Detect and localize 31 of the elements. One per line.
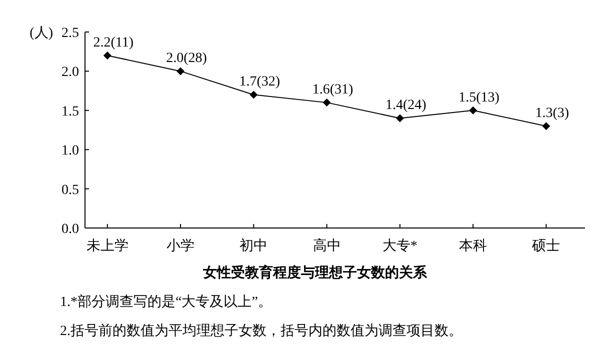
data-label: 1.4(24) xyxy=(386,98,427,114)
x-tick-label: 本科 xyxy=(459,238,488,254)
point xyxy=(396,114,404,122)
x-tick-label: 大专* xyxy=(382,238,418,254)
data-label: 1.5(13) xyxy=(458,90,500,106)
point xyxy=(176,67,185,76)
x-tick-label: 初中 xyxy=(240,238,268,254)
data-label: 2.2(11) xyxy=(93,36,134,51)
point xyxy=(250,90,258,99)
y-tick-label: 2.0 xyxy=(62,65,79,80)
x-tick-label: 高中 xyxy=(312,238,341,254)
y-tick-label: 1.0 xyxy=(62,144,79,159)
point xyxy=(469,106,478,114)
data-label: 1.6(31) xyxy=(312,82,354,98)
y-tick-label: 0.0 xyxy=(62,222,79,237)
text: 女性受教育程度与理想子女数的关系 xyxy=(202,264,428,281)
y-tick-label: 0.5 xyxy=(62,182,79,198)
text: 1.*部分调查写的是“大专及以上”。 xyxy=(60,294,272,310)
x-tick-label: 硕士 xyxy=(531,238,560,254)
text: 2.括号前的数值为平均理想子女数，括号内的数值为调查项目数。 xyxy=(60,323,462,339)
data-label: 1.7(32) xyxy=(239,74,280,90)
data-label: 1.3(3) xyxy=(535,106,570,122)
point xyxy=(103,52,112,60)
point xyxy=(542,122,550,130)
y-tick-label: 1.5 xyxy=(62,104,79,120)
x-tick-label: 未上学 xyxy=(86,238,128,254)
x-tick-label: 小学 xyxy=(166,238,195,254)
data-label: 2.0(28) xyxy=(166,51,208,66)
point xyxy=(322,98,331,107)
y-tick-label: 2.5 xyxy=(62,26,79,41)
y-axis-title: (人) xyxy=(30,25,54,41)
